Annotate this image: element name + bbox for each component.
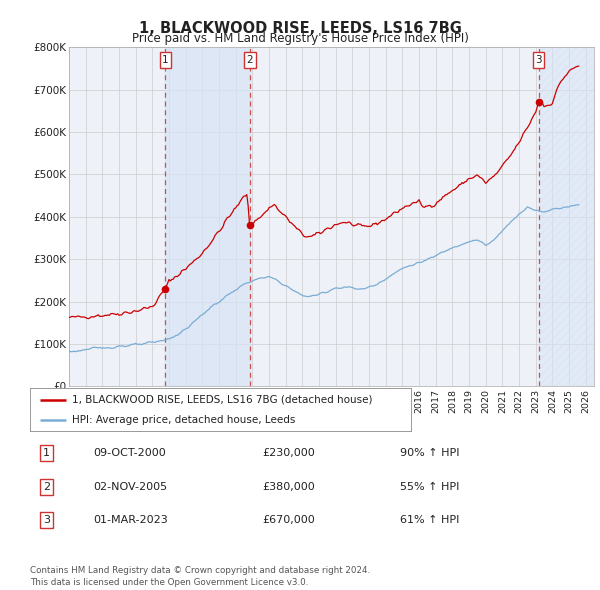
Text: Price paid vs. HM Land Registry's House Price Index (HPI): Price paid vs. HM Land Registry's House … — [131, 32, 469, 45]
Text: £230,000: £230,000 — [262, 448, 314, 458]
Bar — [539, 47, 594, 386]
Text: 1: 1 — [162, 55, 169, 65]
Text: HPI: Average price, detached house, Leeds: HPI: Average price, detached house, Leed… — [72, 415, 295, 425]
Text: 2: 2 — [43, 482, 50, 491]
Text: £670,000: £670,000 — [262, 516, 314, 525]
Text: 2: 2 — [247, 55, 253, 65]
Text: Contains HM Land Registry data © Crown copyright and database right 2024.
This d: Contains HM Land Registry data © Crown c… — [30, 566, 370, 587]
Text: 90% ↑ HPI: 90% ↑ HPI — [400, 448, 460, 458]
Text: 55% ↑ HPI: 55% ↑ HPI — [400, 482, 459, 491]
Text: 1, BLACKWOOD RISE, LEEDS, LS16 7BG (detached house): 1, BLACKWOOD RISE, LEEDS, LS16 7BG (deta… — [72, 395, 373, 405]
Text: 09-OCT-2000: 09-OCT-2000 — [94, 448, 166, 458]
Text: 1, BLACKWOOD RISE, LEEDS, LS16 7BG: 1, BLACKWOOD RISE, LEEDS, LS16 7BG — [139, 21, 461, 36]
Text: 3: 3 — [43, 516, 50, 525]
Text: 02-NOV-2005: 02-NOV-2005 — [94, 482, 167, 491]
Text: 61% ↑ HPI: 61% ↑ HPI — [400, 516, 459, 525]
Text: 1: 1 — [43, 448, 50, 458]
Bar — [166, 47, 250, 386]
Text: 3: 3 — [535, 55, 542, 65]
Text: 01-MAR-2023: 01-MAR-2023 — [94, 516, 168, 525]
Text: £380,000: £380,000 — [262, 482, 314, 491]
